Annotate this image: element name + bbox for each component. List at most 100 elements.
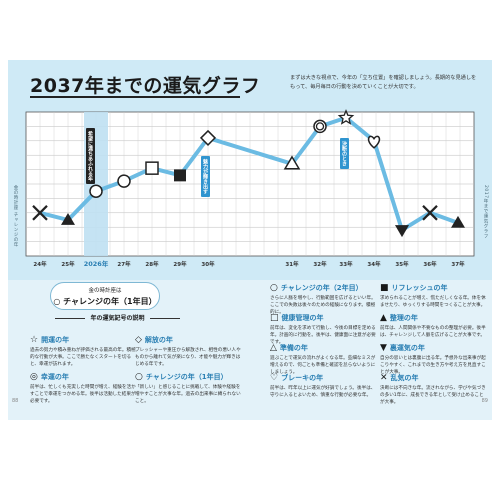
page-title: 2037年までの運気グラフ (30, 75, 261, 97)
point-circle-3 (117, 174, 131, 188)
legend-item: ◇ 解放の年プレッシャーや重圧から解放され、相性の悪い人やものから離れて気が楽にな… (135, 335, 243, 368)
x-tick-label: 27年 (117, 260, 131, 268)
legend-item-desc: 求められることが増え、慌ただしくなる年。体を休ませたり、ゆっくりする時間をつくる… (380, 296, 486, 308)
legend-item-title: 解放の年 (144, 336, 173, 344)
current-badge-line1: 金の時計座は (88, 288, 122, 294)
legend-item-heading: ♡ ブレーキの年 (270, 373, 378, 383)
x-tick-label: 34年 (367, 260, 381, 268)
legend-symbol-icon: ✕ (380, 372, 388, 383)
point-square-filled-5 (174, 169, 186, 182)
x-tick-label: 31年 (285, 260, 299, 268)
legend-item-heading: ✕ 乱気の年 (380, 373, 488, 383)
page-number-left: 88 (12, 398, 19, 404)
legend-item: □ 健康管理の年前年は、変化を求めて行動し、今後の目標を定める年。計画的に行動を。… (270, 313, 378, 346)
legend-item: ▼ 裏運気の年自分の思いとは裏腹に出る年。予想外な出来事が起こりやすく、これまでの… (380, 343, 488, 376)
legend-symbol-icon: △ (270, 342, 277, 353)
legend-item-heading: ▼ 裏運気の年 (380, 343, 488, 353)
chart-annotation: 決断のとき (340, 138, 349, 169)
legend-symbol-icon: ○ (270, 282, 278, 293)
point-star-9 (337, 109, 355, 125)
legend-item: ♡ ブレーキの年 前半は、昨年以上に運気が好調でしょう。後半は、守りに入るとよいため… (270, 373, 378, 399)
legend-item: ■ リフレッシュの年 求められることが増え、慌ただしくなる年。体を休ませたり、ゆっく… (380, 283, 488, 309)
legend-item-desc: さらに人脈を増やし、行動範囲を広げるといい年。ここでの失敗は後々のための経験にな… (270, 296, 376, 315)
point-cross-0 (32, 205, 48, 221)
x-tick-label: 35年 (395, 260, 409, 268)
legend-symbol-icon: ■ (380, 282, 389, 293)
legend-item-title: リフレッシュの年 (391, 284, 448, 292)
legend-symbol-icon: ☆ (30, 334, 39, 345)
point-triangle-down-filled-11 (395, 225, 409, 238)
legend-item-heading: ◎ 幸運の年 (30, 372, 138, 382)
point-triangle-7 (283, 155, 301, 170)
legend-symbol-icon: ♡ (270, 372, 279, 383)
legend-item-desc: 決断には不向きな年。流されながら、学びや気づきの多い1年に、成長できる年として受… (380, 386, 486, 405)
legend-item-desc: 前年は、人間関係や不要なものの整理が必要。後半は、チャレンジして人脈を広げること… (380, 326, 486, 338)
x-tick-label: 28年 (145, 260, 159, 268)
legend-item-title: ブレーキの年 (281, 374, 324, 382)
point-cross-12 (422, 205, 438, 221)
legend-item-title: 健康管理の年 (281, 314, 324, 322)
x-tick-label: 36年 (423, 260, 437, 268)
x-tick-label: 37年 (451, 260, 465, 268)
x-tick-label: 25年 (61, 260, 75, 268)
legend-symbol-icon: ○ (135, 371, 143, 382)
legend-item: ○ チャレンジの年（2年目） さらに人脈を増やし、行動範囲を広げるといい年。ここでの… (270, 283, 378, 316)
legend-item-desc: 過去の努力や積み重ねが評価される最高の年。積極的な行動が大事。ここで勝たなくスタ… (30, 348, 136, 367)
point-triangle-filled-1 (61, 213, 75, 225)
legend-item-title: チャレンジの年（1年目） (145, 373, 228, 381)
legend-item: ✕ 乱気の年決断には不向きな年。流されながら、学びや気づきの多い1年に、成長できる… (380, 373, 488, 406)
side-label-left: 金の時計座 チャレンジの年 (13, 185, 18, 247)
legend-item-title: 裏運気の年 (389, 344, 425, 352)
legend-item-desc: 前年は、変化を求めて行動し、今後の目標を定める年。計画的に行動を。後半は、健康面… (270, 326, 376, 345)
chart-annotation: 希望に満ちあふれる年 (86, 128, 95, 184)
legend-item: ☆ 開運の年過去の努力や積み重ねが評価される最高の年。積極的な行動が大事。ここで勝… (30, 335, 138, 368)
legend-item: ○ チャレンジの年（1年目） 「新しい」と感じることに挑戦して、体験や経験を増やすこ… (135, 372, 243, 405)
legend-item-title: 整理の年 (389, 314, 418, 322)
point-diamond-6 (199, 129, 217, 146)
x-tick-label: 32年 (313, 260, 327, 268)
legend-symbol-icon: ◇ (135, 334, 142, 345)
page-number-right: 89 (481, 398, 488, 404)
legend-symbol-icon: ▼ (380, 342, 387, 353)
legend-item-heading: △ 準備の年 (270, 343, 378, 353)
legend-item-desc: 前半は、忙しくも充実した時間が増え、経験を活かすことで幸運をつかめる年。後半は活… (30, 385, 136, 404)
x-tick-label: 33年 (339, 260, 353, 268)
chart-marks (32, 109, 465, 238)
legend-item: ◎ 幸運の年前半は、忙しくも充実した時間が増え、経験を活かすことで幸運をつかめる年… (30, 372, 138, 405)
legend-item-heading: ○ チャレンジの年（2年目） (270, 283, 378, 293)
legend-symbol-icon: ◎ (30, 371, 38, 382)
legend-item-desc: 前半は、昨年以上に運気が好調でしょう。後半は、守りに入るとよいため、慎重な行動が… (270, 386, 376, 398)
legend-item-desc: 自分の思いとは裏腹に出る年。予想外な出来事が起こりやすく、これまでの生き方や考え… (380, 356, 486, 375)
chart-annotation: 魅力が輝き出す (201, 156, 210, 197)
point-heart-10 (367, 135, 381, 149)
x-tick-label: 30年 (201, 260, 215, 268)
legend-item-heading: ☆ 開運の年 (30, 335, 138, 345)
x-tick-label: 24年 (33, 260, 47, 268)
x-tick-label: 2026年 (84, 259, 109, 268)
point-circle-2 (89, 184, 103, 198)
legend-item-title: 準備の年 (279, 344, 308, 352)
point-double-circle-8 (313, 119, 327, 134)
legend-item-desc: プレッシャーや重圧から解放され、相性の悪い人やものから離れて気が楽になり、才能や… (135, 348, 241, 367)
legend-item-heading: ▲ 整理の年 (380, 313, 488, 323)
point-triangle-filled-13 (451, 215, 465, 228)
x-axis-labels: 24年 25年 2026年 27年 28年 29年 30年 31年 32年 33年 34年 35年 36… (33, 259, 465, 268)
legend-item-title: 幸運の年 (40, 373, 69, 381)
legend-item-title: チャレンジの年（2年目） (280, 284, 363, 292)
legend-item-desc: 遊ぶことで運気の流れがよくなる年。些細なミスが増えるので、何ごとも準備と確認を怠… (270, 356, 376, 375)
legend-item-heading: ○ チャレンジの年（1年目） (135, 372, 243, 382)
legend-item-heading: ■ リフレッシュの年 (380, 283, 488, 293)
title-underline (30, 96, 240, 98)
legend-title: 年の運気記号の説明 (30, 313, 205, 322)
legend-symbol-icon: □ (270, 312, 279, 323)
legend-item-heading: □ 健康管理の年 (270, 313, 378, 323)
current-badge-line2: ○ チャレンジの年（1年目） (53, 297, 157, 306)
side-label-right: 2017年まで運気グラフ (483, 185, 488, 239)
point-square-4 (145, 161, 159, 175)
intro-text: まずは大きな視点で、今年の「立ち位置」を確認しましょう。長期的な見通しをもって、… (290, 75, 477, 90)
x-tick-label: 29年 (173, 260, 187, 268)
legend-symbol-icon: ▲ (380, 312, 387, 323)
legend-item-desc: 「新しい」と感じることに挑戦して、体験や経験を増やすことが大事な年。過去の出来事… (135, 385, 241, 404)
